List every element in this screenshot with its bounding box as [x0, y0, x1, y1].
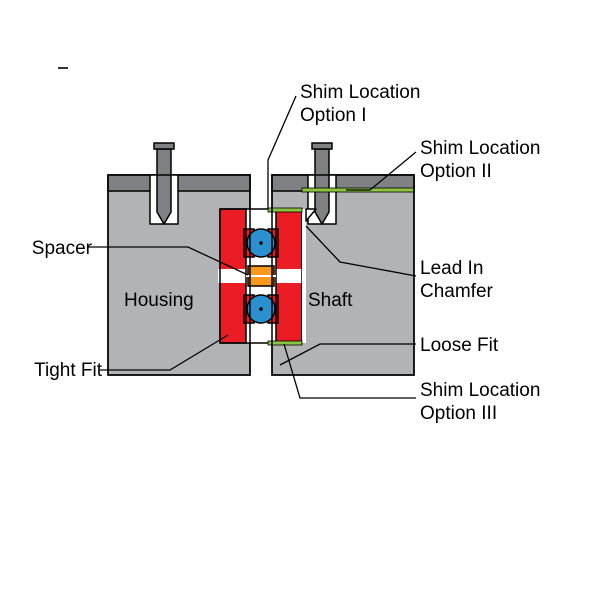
label-shim1-l2: Option I: [300, 105, 420, 128]
label-shim2-l1: Shim Location: [420, 138, 540, 161]
label-shim3-l1: Shim Location: [420, 380, 540, 403]
label-shaft-text: Shaft: [308, 290, 352, 311]
label-tightfit: Tight Fit: [20, 360, 102, 383]
shaft-screw-cap: [312, 143, 332, 149]
label-shim2-l2: Option II: [420, 161, 540, 184]
loose-fit-gap: [302, 209, 306, 343]
label-loosefit: Loose Fit: [420, 335, 498, 358]
label-shim1-l1: Shim Location: [300, 82, 420, 105]
label-shim1: Shim Location Option I: [300, 82, 420, 128]
label-housing: Housing: [124, 290, 194, 312]
label-leadin-l1: Lead In: [420, 258, 493, 281]
gap-bottom: [256, 341, 266, 376]
shaft-screw: [315, 149, 329, 224]
label-shaft: Shaft: [308, 290, 352, 312]
label-shim3: Shim Location Option III: [420, 380, 540, 426]
housing-topband: [108, 175, 250, 191]
housing-screw-cap: [154, 143, 174, 149]
label-tightfit-l1: Tight Fit: [20, 360, 102, 383]
label-spacer-l1: Spacer: [20, 238, 92, 261]
shim-opt1: [268, 208, 302, 212]
ball-bot-dot: [259, 307, 263, 311]
label-spacer: Spacer: [20, 238, 92, 261]
label-shim3-l2: Option III: [420, 403, 540, 426]
gap-top: [256, 174, 266, 210]
label-leadin: Lead In Chamfer: [420, 258, 493, 304]
housing-screw: [157, 149, 171, 224]
label-loosefit-l1: Loose Fit: [420, 335, 498, 358]
label-leadin-l2: Chamfer: [420, 281, 493, 304]
label-shim2: Shim Location Option II: [420, 138, 540, 184]
ball-top-dot: [259, 241, 263, 245]
shim-opt3: [268, 341, 302, 345]
label-housing-text: Housing: [124, 290, 194, 311]
